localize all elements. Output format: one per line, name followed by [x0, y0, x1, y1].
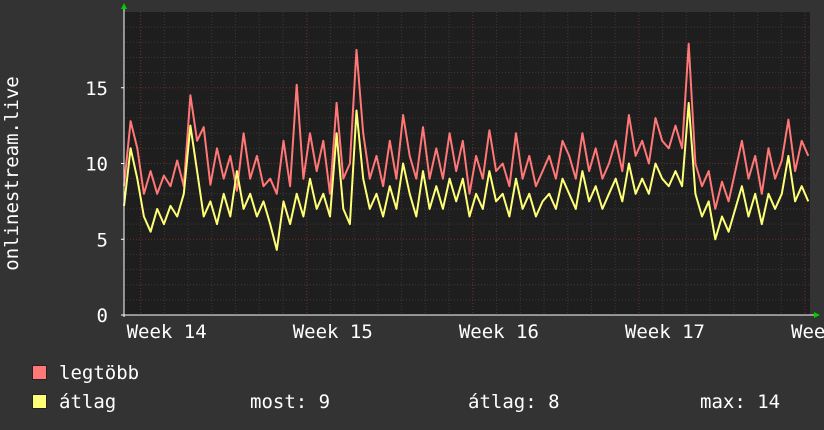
legend-item-legtobb: legtöbb [32, 362, 139, 384]
atlag-swatch [32, 394, 47, 409]
traffic-chart: 0 5 10 15 Week 14 Week 15 Week 16 Week 17 Week 1… [1, 3, 824, 340]
legtobb-swatch [32, 365, 47, 380]
y-tick-label: 10 [85, 154, 108, 176]
stat-most: most: 9 [250, 391, 331, 413]
x-tick-label: Week 15 [293, 321, 373, 340]
legend-item-atlag: átlag [32, 391, 116, 413]
y-axis-arrow [121, 3, 127, 9]
series-line-atlag [123, 101, 810, 251]
stat-atlag: átlag: 8 [468, 391, 560, 413]
x-axis-arrow [814, 312, 820, 318]
y-axis-label: onlinestream.live [1, 76, 23, 270]
x-tick-label: Week 17 [625, 321, 705, 340]
legend-label-legtobb: legtöbb [59, 362, 140, 384]
x-tick-label: Week 18 [791, 321, 824, 340]
x-tick-label: Week 14 [127, 321, 207, 340]
legend-label-atlag: átlag [59, 391, 117, 413]
y-tick-label: 15 [85, 78, 108, 100]
y-tick-label: 5 [97, 229, 108, 251]
y-tick-label: 0 [97, 305, 108, 327]
x-tick-label: Week 16 [459, 321, 539, 340]
stat-max: max: 14 [700, 391, 781, 413]
